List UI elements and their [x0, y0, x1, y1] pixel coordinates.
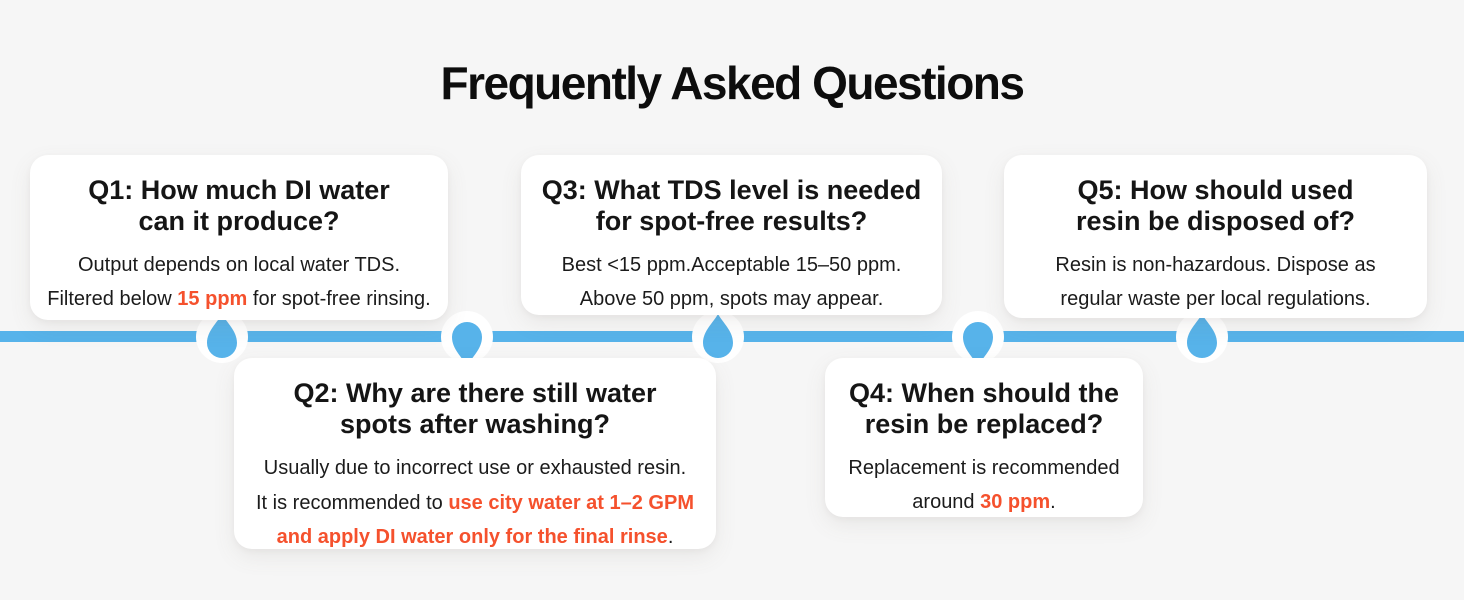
- question-line: Q2: Why are there still water: [293, 378, 657, 408]
- water-drop-icon: [963, 322, 993, 366]
- text-segment: Output depends on local water TDS.: [77, 254, 401, 276]
- card-body: Usually due to incorrect use or exhauste…: [234, 451, 716, 555]
- question-line: resin be disposed of?: [1075, 206, 1356, 236]
- question-title: Q2: Why are there still water spots afte…: [234, 378, 716, 440]
- body-line: It is recommended to use city water at 1…: [234, 486, 716, 521]
- highlight-text: use city water at 1–2 GPM: [448, 491, 694, 514]
- timeline-connector-q3: [690, 309, 746, 365]
- card-body: Output depends on local water TDS. Filter…: [30, 248, 448, 316]
- highlight-text: 15 ppm: [177, 288, 248, 310]
- text-segment: .: [1050, 491, 1056, 513]
- body-line: and apply DI water only for the final ri…: [234, 520, 716, 555]
- question-line: resin be replaced?: [864, 409, 1104, 439]
- text-segment: .: [667, 526, 674, 548]
- water-drop-icon: [207, 314, 237, 358]
- body-line: Output depends on local water TDS.: [30, 248, 448, 282]
- question-title: Q4: When should the resin be replaced?: [825, 378, 1143, 440]
- question-line: spots after washing?: [339, 409, 611, 439]
- text-segment: Replacement is recommended: [848, 457, 1120, 479]
- question-line: Q3: What TDS level is needed: [541, 175, 922, 205]
- body-line: Filtered below 15 ppm for spot-free rins…: [30, 282, 448, 316]
- timeline-connector-q2: [439, 309, 495, 366]
- body-line: Replacement is recommended: [825, 451, 1143, 485]
- question-line: Q5: How should used: [1077, 175, 1354, 205]
- body-line: Resin is non-hazardous. Dispose as: [1004, 248, 1427, 282]
- body-line: regular waste per local regulations.: [1004, 282, 1427, 316]
- card-body: Replacement is recommended around 30 ppm.: [825, 451, 1143, 519]
- timeline-connector-q5: [1174, 309, 1230, 365]
- water-drop-icon: [1187, 314, 1217, 358]
- water-drop-icon: [452, 322, 482, 366]
- question-line: Q4: When should the: [849, 378, 1119, 408]
- text-segment: Above 50 ppm, spots may appear.: [579, 288, 884, 310]
- text-segment: It is recommended to: [256, 491, 449, 514]
- body-line: around 30 ppm.: [825, 485, 1143, 519]
- faq-card-q1: Q1: How much DI water can it produce? Ou…: [30, 155, 448, 320]
- text-segment: regular waste per local regulations.: [1060, 288, 1371, 310]
- text-segment: for spot-free rinsing.: [247, 288, 431, 310]
- question-title: Q3: What TDS level is needed for spot-fr…: [521, 175, 942, 237]
- text-segment: Usually due to incorrect use or exhauste…: [263, 457, 687, 479]
- card-body: Best <15 ppm.Acceptable 15–50 ppm. Above …: [521, 248, 942, 316]
- body-line: Usually due to incorrect use or exhauste…: [234, 451, 716, 486]
- highlight-text: and apply DI water only for the final ri…: [276, 526, 668, 548]
- card-body: Resin is non-hazardous. Dispose as regula…: [1004, 248, 1427, 316]
- text-segment: Resin is non-hazardous. Dispose as: [1055, 254, 1376, 276]
- text-segment: around: [912, 491, 981, 513]
- body-line: Best <15 ppm.Acceptable 15–50 ppm.: [521, 248, 942, 282]
- page-title: Frequently Asked Questions: [440, 57, 1026, 109]
- question-title: Q5: How should used resin be disposed of…: [1004, 175, 1427, 237]
- question-line: for spot-free results?: [595, 206, 868, 236]
- faq-card-q5: Q5: How should used resin be disposed of…: [1004, 155, 1427, 318]
- body-line: Above 50 ppm, spots may appear.: [521, 282, 942, 316]
- faq-card-q2: Q2: Why are there still water spots afte…: [234, 358, 716, 549]
- faq-card-q3: Q3: What TDS level is needed for spot-fr…: [521, 155, 942, 315]
- faq-card-q4: Q4: When should the resin be replaced? R…: [825, 358, 1143, 517]
- text-segment: Best <15 ppm.Acceptable 15–50 ppm.: [561, 254, 902, 276]
- question-title: Q1: How much DI water can it produce?: [30, 175, 448, 237]
- timeline-connector-q4: [950, 309, 1006, 366]
- question-line: Q1: How much DI water: [88, 175, 390, 205]
- text-segment: Filtered below: [47, 288, 178, 310]
- water-drop-icon: [703, 314, 733, 358]
- question-line: can it produce?: [138, 206, 340, 236]
- highlight-text: 30 ppm: [980, 491, 1051, 513]
